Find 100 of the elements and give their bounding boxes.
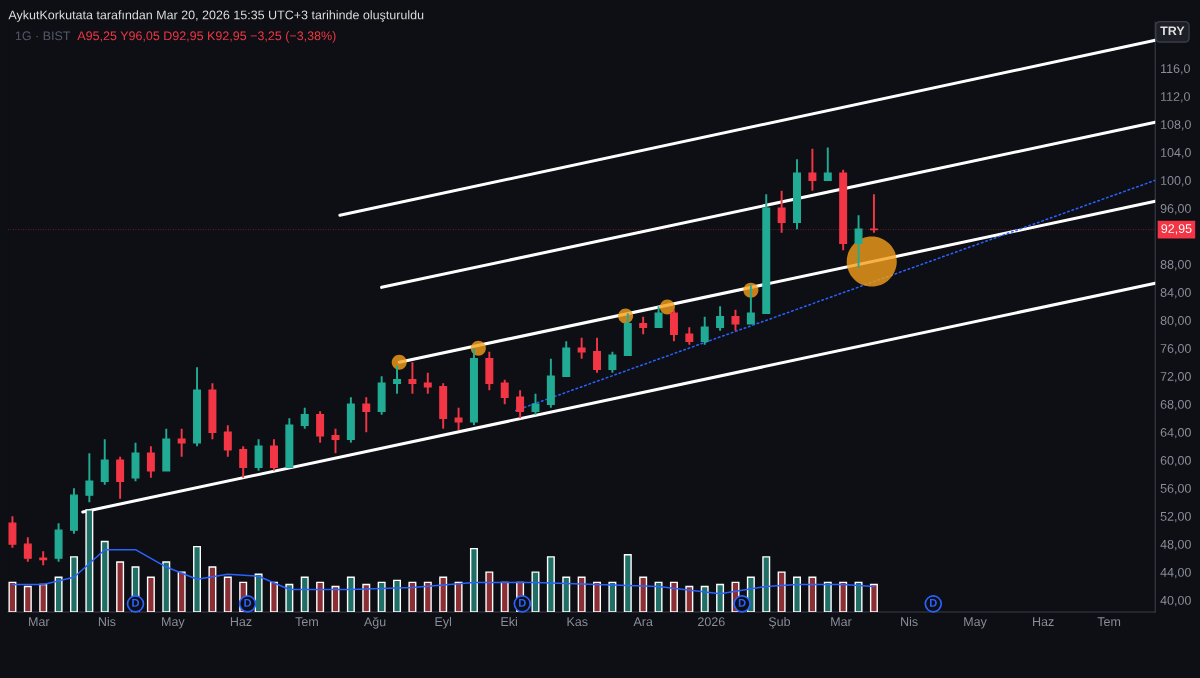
text: A95,25 Y96,05 D92,95 K92,95 −3,25 (−3,38%) (77, 31, 336, 43)
x-tick-label: Tem (295, 617, 318, 627)
x-tick-label: Eyl (435, 616, 452, 629)
y-tick-label: 116,0 (1161, 64, 1190, 75)
candlestick (223, 424, 232, 458)
x-tick-label: Eki (501, 616, 517, 626)
annotation: D (930, 599, 937, 607)
bar (716, 583, 725, 613)
candlestick (116, 455, 125, 500)
x-tick-label: Ara (633, 617, 653, 627)
bar (23, 585, 32, 613)
bar (285, 583, 294, 613)
candlestick (8, 515, 17, 549)
candlestick (516, 389, 525, 420)
candlestick (146, 445, 155, 479)
bar (700, 585, 709, 613)
candlestick (593, 336, 602, 374)
x-tick-label: Mar (29, 617, 50, 627)
bar (531, 571, 540, 613)
bar (854, 581, 863, 613)
candlestick (316, 410, 325, 444)
x-tick-label: 2026 (698, 617, 725, 627)
x-tick-label: Tem (1097, 617, 1121, 627)
bar (54, 576, 63, 613)
bar (669, 581, 678, 613)
candlestick (731, 308, 740, 332)
ref-line-label: 92,95 (1161, 224, 1192, 235)
candlestick (393, 364, 402, 395)
candlestick (331, 427, 340, 455)
bar (223, 576, 232, 613)
bar (808, 576, 817, 613)
candlestick (746, 284, 755, 325)
bar (377, 581, 386, 613)
candlestick (531, 392, 540, 416)
bar (593, 581, 602, 613)
bar (639, 576, 648, 613)
bar (146, 576, 155, 613)
bar (393, 579, 402, 613)
bar (362, 583, 371, 613)
bar (346, 576, 355, 613)
y-tick-label: 104,0 (1161, 148, 1191, 159)
x-tick-label: Kas (567, 617, 588, 627)
candlestick (100, 438, 109, 486)
bar (762, 556, 771, 613)
bar (300, 576, 309, 613)
candlestick (654, 305, 663, 329)
candlestick (362, 396, 371, 434)
y-tick-label: 52,00 (1160, 511, 1191, 523)
y-tick-label: 60,00 (1160, 455, 1191, 467)
candlestick (854, 214, 863, 269)
bar (454, 581, 463, 613)
bar (269, 581, 278, 613)
x-tick-label: Nis (901, 616, 918, 627)
candlestick (608, 350, 617, 374)
y-tick-label: 48,00 (1160, 539, 1191, 551)
y-tick-label: 40,00 (1160, 595, 1191, 607)
y-tick-label: 88,00 (1160, 260, 1191, 271)
candlestick (254, 438, 263, 472)
bar (623, 554, 632, 613)
y-tick-label: 96,00 (1160, 204, 1191, 215)
annotation: D (244, 599, 252, 607)
bar (116, 561, 125, 613)
y-tick-label: 68,00 (1160, 400, 1191, 411)
y-tick-label: 64,00 (1160, 428, 1191, 439)
x-tick-label: May (964, 617, 987, 629)
x-tick-label: Haz (230, 617, 252, 627)
annotation: D (519, 599, 526, 607)
bar (208, 566, 217, 613)
annotation: D (132, 599, 140, 607)
bar (562, 576, 571, 613)
bar (100, 540, 109, 613)
bar (793, 576, 802, 613)
x-tick-label: Şub (768, 616, 791, 629)
text: AykutKorkutata tarafından Mar 20, 2026 15:35 UTC+3 tarihinde oluşturuldu (8, 10, 424, 22)
y-tick-label: 56,00 (1160, 483, 1191, 495)
x-tick-label: May (162, 617, 185, 629)
bar (439, 576, 448, 613)
candlestick (300, 406, 309, 430)
x-tick-label: Mar (831, 617, 852, 627)
x-tick-label: Nis (98, 616, 116, 627)
bar (69, 556, 78, 613)
bar (577, 576, 586, 613)
bar (608, 581, 617, 613)
bar (39, 583, 48, 613)
bar (177, 571, 186, 613)
candlestick (85, 452, 94, 504)
text: 1G · BIST (15, 31, 71, 41)
y-tick-label: 76,00 (1160, 344, 1191, 355)
candlestick (239, 445, 248, 479)
bar (777, 571, 786, 613)
candlestick (777, 189, 786, 234)
bar (839, 581, 848, 613)
candlestick (408, 361, 417, 395)
y-tick-label: 84,00 (1160, 288, 1191, 299)
y-tick-label: 100,0 (1161, 176, 1191, 187)
y-tick-label: 44,00 (1160, 567, 1191, 579)
bar (654, 581, 663, 613)
candlestick (269, 438, 278, 472)
bar (193, 545, 202, 613)
bar (485, 571, 494, 613)
